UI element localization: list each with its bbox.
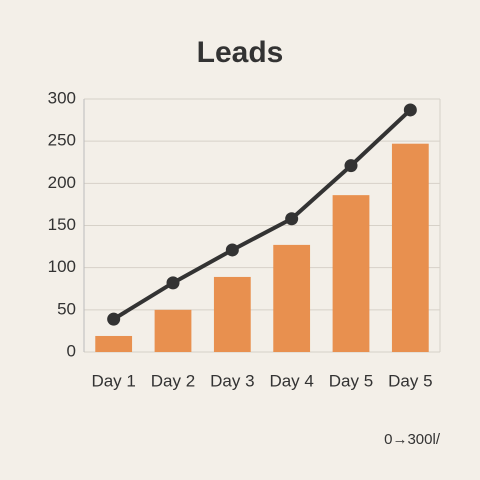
y-tick-label: 150 <box>48 215 76 234</box>
point <box>166 276 180 290</box>
y-tick-label: 0 <box>67 341 76 360</box>
bar <box>273 244 311 352</box>
x-tick-label: Day 5 <box>388 371 432 390</box>
bar <box>213 276 251 352</box>
point <box>344 159 358 173</box>
y-tick-label: 300 <box>48 88 76 107</box>
y-tick-label: 100 <box>48 257 76 276</box>
point <box>225 243 239 257</box>
point <box>285 212 299 226</box>
x-tick-label: Day 5 <box>329 371 373 390</box>
point <box>107 312 121 326</box>
annotation: 0→300l/ <box>384 431 441 448</box>
chart-title: Leads <box>197 36 284 69</box>
point <box>403 103 417 117</box>
x-tick-label: Day 3 <box>210 371 254 390</box>
x-tick-label: Day 4 <box>269 371 313 390</box>
bar <box>154 309 192 352</box>
bar <box>332 195 370 352</box>
line <box>112 108 412 321</box>
bar <box>95 335 133 352</box>
bar <box>391 143 429 352</box>
y-tick-label: 50 <box>57 299 76 318</box>
y-tick-label: 200 <box>48 173 76 192</box>
y-tick-label: 250 <box>48 131 76 150</box>
x-tick-label: Day 2 <box>151 371 195 390</box>
x-tick-label: Day 1 <box>91 371 135 390</box>
